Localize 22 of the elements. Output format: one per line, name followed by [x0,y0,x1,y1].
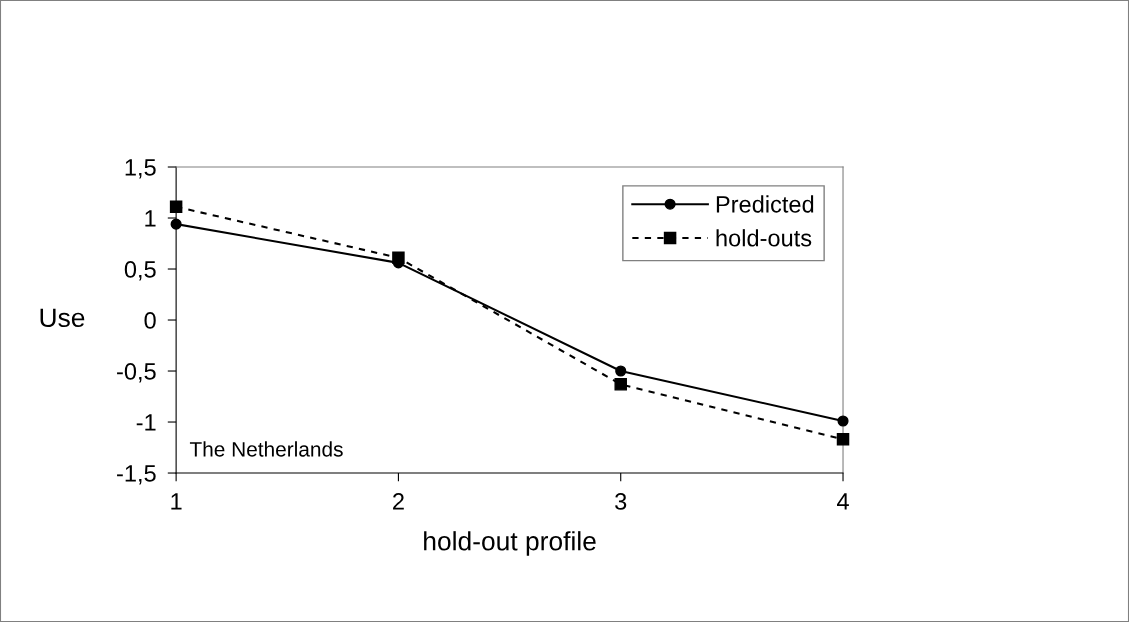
x-axis-title: hold-out profile [424,531,596,556]
legend-label: Predicted [716,195,814,213]
y-tick-label: 1 [145,210,156,227]
point [836,433,850,446]
point [169,200,183,214]
x-tick-label: 1 [171,493,182,510]
x-tick-label: 3 [615,493,627,510]
y-tick-label: 1,5 [125,159,156,179]
annotation: The Netherlands [189,441,343,457]
y-tick-label: 0,5 [124,261,156,281]
x-tick-label: 4 [837,493,849,510]
point [170,218,182,230]
y-tick-label: 0 [144,312,156,329]
y-axis-title: Use [40,308,85,328]
point [614,378,627,391]
point [615,365,627,377]
x-tick-label: 2 [393,493,404,510]
y-tick-label: -1,5 [117,465,156,485]
legend-label: hold-outs [716,229,812,247]
y-tick-label: -1 [136,414,156,431]
point [837,415,849,427]
y-tick-label: -0,5 [117,363,156,383]
